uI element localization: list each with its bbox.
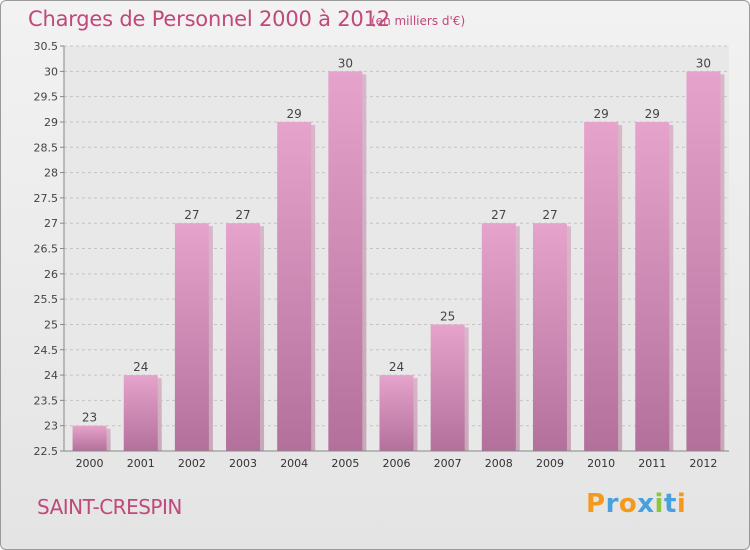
x-tick-label-2000: 2000 [76,457,104,470]
y-tick-label: 23.5 [34,394,59,407]
data-label-2010: 29 [593,107,608,121]
x-tick-label-2007: 2007 [434,457,462,470]
bar-2011 [635,121,670,451]
bar-2007 [430,324,465,451]
y-tick-label: 29 [44,116,58,129]
data-label-2002: 27 [184,208,199,222]
logo-letter: i [654,489,664,519]
data-label-2008: 27 [491,208,506,222]
x-tick-label-2010: 2010 [587,457,615,470]
bar-2003 [226,223,261,451]
x-tick-label-2004: 2004 [280,457,308,470]
data-label-2006: 24 [389,360,404,374]
logo-letter: o [618,489,638,519]
y-tick-label: 28.5 [34,141,59,154]
y-tick-label: 30.5 [34,40,59,53]
x-tick-label-2001: 2001 [127,457,155,470]
bar-2006 [379,375,414,451]
proxiti-logo: Proxiti [586,489,686,519]
bar-2001 [123,375,158,451]
bar-2009 [532,223,567,451]
data-label-2011: 29 [645,107,660,121]
data-label-2003: 27 [235,208,250,222]
bar-2000 [72,425,107,451]
bar-2004 [277,121,312,451]
x-tick-label-2008: 2008 [485,457,513,470]
x-axis: 2000 2001 2002 2003 2004 2005 2006 2007 2008 2009… [64,450,729,470]
chart-subtitle: (en milliers d'€) [371,14,466,28]
y-tick-label: 25 [44,318,58,331]
y-tick-label: 30 [44,65,58,78]
y-axis: 22.5 23 23.5 24 24.5 25 25.5 26 26.5 27 27.5 28 28.5… [34,40,65,458]
logo-letter: t [663,489,677,519]
logo-letter: i [676,489,687,519]
y-tick-label: 27 [44,217,58,230]
y-tick-label: 29.5 [34,91,59,104]
data-label-2009: 27 [542,208,557,222]
x-tick-label-2009: 2009 [536,457,564,470]
data-label-2012: 30 [696,56,711,70]
bar-2008 [481,223,516,451]
data-label-2001: 24 [133,360,148,374]
bar-2012 [686,71,721,451]
y-tick-label: 27.5 [34,192,59,205]
bar-2010 [584,121,619,451]
y-tick-label: 24.5 [34,344,59,357]
y-tick-label: 26.5 [34,243,59,256]
logo-letter: P [586,489,606,519]
x-tick-label-2003: 2003 [229,457,257,470]
data-label-2005: 30 [338,56,353,70]
y-tick-label: 26 [44,268,58,281]
logo-letter: x [637,489,655,519]
x-tick-label-2012: 2012 [689,457,717,470]
data-label-2004: 29 [287,107,302,121]
x-tick-label-2011: 2011 [638,457,666,470]
x-tick-label-2002: 2002 [178,457,206,470]
logo-letter: r [605,489,619,519]
x-tick-label-2005: 2005 [331,457,359,470]
y-tick-label: 28 [44,167,58,180]
x-tick-label-2006: 2006 [383,457,411,470]
town-name: SAINT-CRESPIN [37,495,182,519]
chart-title: Charges de Personnel 2000 à 2012 [28,7,390,31]
data-label-2007: 25 [440,309,455,323]
y-tick-label: 22.5 [34,445,59,458]
y-tick-label: 24 [44,369,58,382]
data-label-2000: 23 [82,411,97,425]
y-tick-label: 23 [44,420,58,433]
bar-2005 [328,71,363,451]
bars: 23 24 27 27 29 30 24 25 27 27 29 29 30 [72,56,725,451]
y-tick-label: 25.5 [34,293,59,306]
bar-2002 [174,223,209,451]
